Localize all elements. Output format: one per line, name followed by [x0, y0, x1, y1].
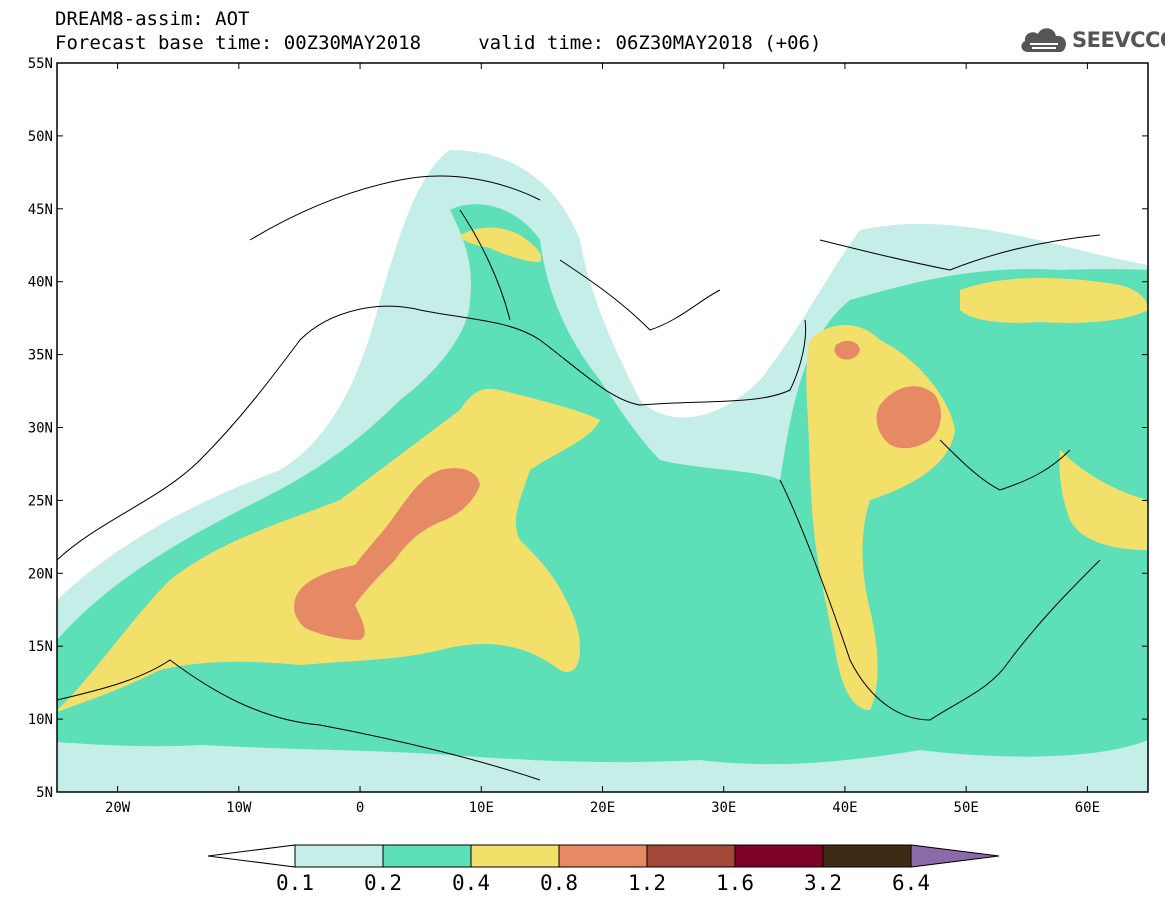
colorbar-low-arrow — [207, 844, 296, 868]
lat-label: 30N — [28, 421, 53, 437]
colorbar-swatch — [822, 844, 912, 868]
colorbar-label: 3.2 — [804, 871, 842, 895]
lat-label: 55N — [28, 56, 53, 72]
aot-band-0.4-oman — [1059, 450, 1148, 550]
colorbar-high-arrow — [910, 844, 1000, 868]
colorbar-label: 0.4 — [452, 871, 490, 895]
aot-band-0.4-gulf — [960, 278, 1148, 323]
product-title: DREAM8-assim: AOT — [55, 8, 250, 30]
lon-label: 10E — [469, 800, 494, 816]
colorbar: 0.1 0.2 0.4 0.8 1.2 1.6 3.2 6.4 — [207, 844, 1000, 895]
logo-text: SEEVCCC — [1072, 28, 1165, 52]
lat-label: 45N — [28, 202, 53, 218]
cloud-icon — [1021, 28, 1066, 52]
time-info: Forecast base time: 00Z30MAY2018 valid t… — [55, 32, 822, 54]
lon-label: 10W — [226, 800, 252, 816]
longitude-axis: 20W 10W 0 10E 20E 30E 40E 50E 60E — [105, 63, 1100, 816]
lon-label: 30E — [711, 800, 736, 816]
colorbar-swatch — [646, 844, 736, 868]
colorbar-label: 0.2 — [364, 871, 402, 895]
lon-label: 20E — [590, 800, 615, 816]
aot-band-0.8-iraq — [876, 386, 942, 449]
lat-label: 35N — [28, 348, 53, 364]
colorbar-swatch — [558, 844, 648, 868]
colorbar-label: 1.6 — [716, 871, 754, 895]
colorbar-label: 1.2 — [628, 871, 666, 895]
lat-label: 25N — [28, 493, 53, 509]
colorbar-swatch — [294, 844, 384, 868]
lon-label: 60E — [1075, 800, 1100, 816]
aot-band-0.8-syria — [834, 340, 860, 360]
aot-band-0.4-italy — [460, 227, 542, 262]
coastlines — [57, 175, 1101, 781]
lat-label: 50N — [28, 129, 53, 145]
lat-label: 40N — [28, 275, 53, 291]
colorbar-label: 0.1 — [276, 871, 314, 895]
lon-label: 50E — [954, 800, 979, 816]
lon-label: 40E — [832, 800, 857, 816]
latitude-axis: 55N 50N 45N 40N 35N 30N 25N 20N 15N 10N 5N — [28, 56, 1148, 801]
lon-label: 20W — [105, 800, 131, 816]
colorbar-swatch — [382, 844, 472, 868]
lat-label: 10N — [28, 712, 53, 728]
colorbar-swatch — [470, 844, 560, 868]
lat-label: 5N — [36, 785, 53, 801]
colorbar-label: 6.4 — [892, 871, 930, 895]
aot-band-0.8-sahara — [294, 468, 480, 640]
aot-contours — [57, 150, 1148, 792]
colorbar-label: 0.8 — [540, 871, 578, 895]
lat-label: 20N — [28, 566, 53, 582]
lon-label: 0 — [356, 800, 364, 816]
seevccc-logo: SEEVCCC — [1018, 22, 1165, 58]
colorbar-swatch — [734, 844, 824, 868]
lat-label: 15N — [28, 639, 53, 655]
